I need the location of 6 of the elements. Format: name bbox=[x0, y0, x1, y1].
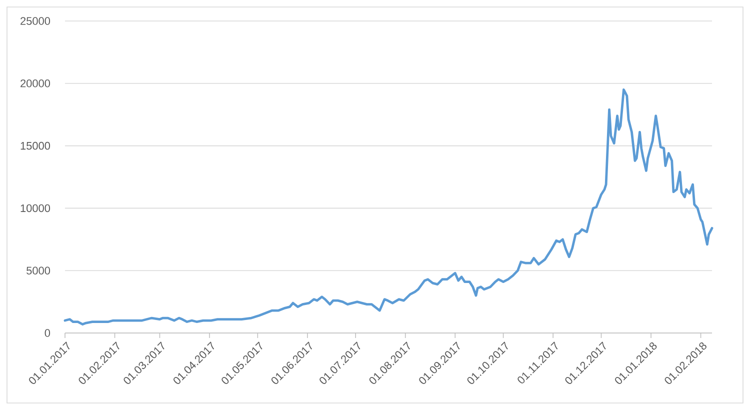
y-tick-label: 0 bbox=[44, 329, 50, 337]
y-tick-label: 15000 bbox=[20, 142, 50, 150]
y-tick-label: 20000 bbox=[20, 80, 50, 88]
y-tick-label: 25000 bbox=[20, 17, 50, 25]
y-tick-label: 10000 bbox=[20, 204, 50, 212]
y-tick-label: 5000 bbox=[26, 266, 50, 274]
